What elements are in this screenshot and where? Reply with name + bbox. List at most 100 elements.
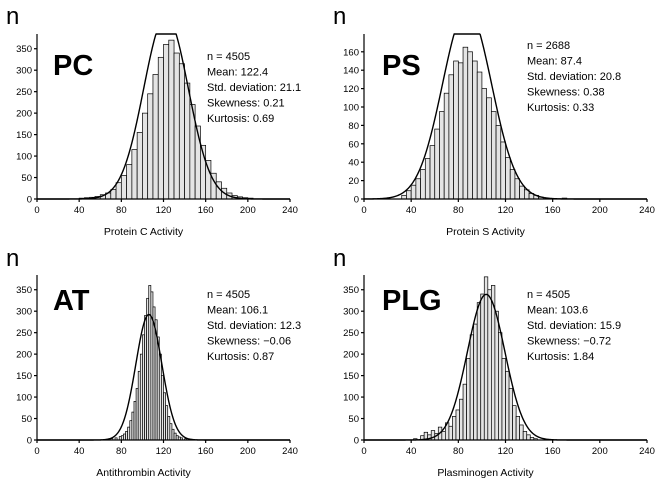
panel-label: PC bbox=[53, 50, 93, 82]
x-tick-label: 40 bbox=[406, 205, 417, 216]
x-tick-label: 120 bbox=[156, 446, 172, 457]
x-tick-label: 160 bbox=[545, 205, 561, 216]
histogram-bar bbox=[455, 409, 460, 441]
panel-label: AT bbox=[53, 285, 90, 317]
y-tick-label: 200 bbox=[16, 109, 32, 120]
histogram-bar bbox=[120, 175, 127, 200]
stat-line: Skewness: −0.72 bbox=[527, 336, 611, 348]
x-tick-label: 40 bbox=[406, 446, 417, 457]
x-tick-label: 0 bbox=[361, 446, 366, 457]
stat-line: Mean: 106.1 bbox=[207, 305, 268, 317]
histogram-bar bbox=[469, 334, 475, 441]
histogram-bar bbox=[448, 74, 454, 200]
y-axis-label: n bbox=[333, 245, 346, 272]
histogram-bar bbox=[526, 434, 531, 441]
x-tick-label: 120 bbox=[156, 205, 172, 216]
histogram-bar bbox=[483, 276, 489, 441]
y-tick-label: 250 bbox=[16, 87, 32, 98]
x-tick-label: 0 bbox=[34, 446, 39, 457]
y-axis-label: n bbox=[6, 245, 19, 272]
y-tick-label: 0 bbox=[27, 195, 32, 206]
y-axis-label: n bbox=[333, 3, 346, 30]
stat-line: Mean: 87.4 bbox=[527, 56, 582, 68]
stat-line: Mean: 122.4 bbox=[207, 67, 268, 79]
x-tick-label: 80 bbox=[453, 446, 464, 457]
histogram-bar bbox=[462, 383, 467, 441]
histogram-bar bbox=[178, 63, 185, 200]
x-tick-label: 160 bbox=[545, 446, 561, 457]
stat-line: Skewness: 0.38 bbox=[527, 87, 605, 99]
y-tick-label: 300 bbox=[16, 66, 32, 77]
x-tick-label: 160 bbox=[198, 205, 214, 216]
stat-line: Kurtosis: 0.87 bbox=[207, 351, 274, 363]
x-tick-label: 200 bbox=[592, 205, 608, 216]
histogram-bar bbox=[147, 93, 154, 200]
y-tick-label: 350 bbox=[16, 44, 32, 55]
histogram-bar bbox=[439, 111, 445, 200]
x-tick-label: 40 bbox=[74, 446, 85, 457]
stat-line: Kurtosis: 1.84 bbox=[527, 351, 594, 363]
histogram-bar bbox=[473, 323, 478, 441]
histogram-bar bbox=[480, 293, 485, 441]
stat-line: n = 4505 bbox=[527, 289, 570, 301]
x-tick-label: 120 bbox=[498, 205, 514, 216]
x-tick-label: 200 bbox=[240, 446, 256, 457]
stat-line: Kurtosis: 0.69 bbox=[207, 113, 274, 125]
x-tick-label: 80 bbox=[453, 205, 464, 216]
histogram-bar bbox=[457, 62, 464, 200]
stat-line: Std. deviation: 12.3 bbox=[207, 320, 301, 332]
x-tick-label: 0 bbox=[361, 205, 366, 216]
histogram-bar bbox=[462, 46, 469, 200]
histogram-bar bbox=[495, 125, 502, 200]
histogram-bar bbox=[505, 157, 511, 200]
histogram-bar bbox=[512, 405, 517, 441]
panel-protein-s: 0 20 40 60 80 100 120 140 160 0 40 80 120 160 200 240 Pr… bbox=[333, 3, 655, 238]
histogram-bar bbox=[519, 424, 524, 441]
y-tick-label: 100 bbox=[16, 152, 32, 163]
histogram-bar bbox=[476, 302, 482, 441]
y-tick-label: 20 bbox=[348, 176, 359, 187]
histogram-bar bbox=[173, 52, 180, 200]
x-tick-label: 160 bbox=[198, 446, 214, 457]
histogram-bar bbox=[163, 44, 170, 200]
y-tick-label: 250 bbox=[343, 328, 359, 339]
x-tick-label: 200 bbox=[592, 446, 608, 457]
histogram-bar bbox=[424, 158, 431, 200]
histogram-bar bbox=[136, 132, 143, 200]
x-tick-label: 120 bbox=[498, 446, 514, 457]
histogram-bar bbox=[452, 416, 457, 441]
y-tick-label: 200 bbox=[16, 350, 32, 361]
panel-protein-c: 0 50 100 150 200 250 300 350 0 40 80 120 160 200 240 Pr… bbox=[6, 3, 301, 238]
histogram-bar bbox=[184, 82, 191, 200]
histogram-bar bbox=[429, 145, 436, 200]
histogram-bar bbox=[453, 60, 459, 200]
stat-line: n = 4505 bbox=[207, 51, 250, 63]
histogram-bar bbox=[500, 141, 506, 200]
y-tick-label: 50 bbox=[348, 414, 359, 425]
y-tick-label: 120 bbox=[343, 84, 359, 95]
x-tick-label: 80 bbox=[116, 446, 127, 457]
stat-line: Kurtosis: 0.33 bbox=[527, 102, 594, 114]
stat-line: Mean: 103.6 bbox=[527, 305, 588, 317]
histogram-bar bbox=[514, 178, 521, 200]
stat-line: Std. deviation: 20.8 bbox=[527, 71, 621, 83]
panel-plasminogen: 0 50 100 150 200 250 300 350 0 40 80 120 160 200 240 Pl… bbox=[333, 245, 655, 479]
histogram-bar bbox=[508, 388, 513, 441]
histogram-bar bbox=[415, 178, 421, 200]
y-tick-label: 300 bbox=[343, 307, 359, 318]
histogram-bar bbox=[487, 289, 492, 441]
histogram-bar bbox=[509, 169, 516, 200]
histogram-bar bbox=[448, 425, 453, 441]
histogram-bar bbox=[410, 184, 417, 200]
x-tick-label: 240 bbox=[282, 205, 298, 216]
histogram-bar bbox=[522, 431, 528, 441]
histogram-bar bbox=[131, 149, 138, 200]
stat-line: Std. deviation: 15.9 bbox=[527, 320, 621, 332]
stat-line: n = 4505 bbox=[207, 289, 250, 301]
y-tick-label: 200 bbox=[343, 350, 359, 361]
y-tick-label: 40 bbox=[348, 158, 359, 169]
histogram-bar bbox=[115, 182, 122, 200]
panel-label: PLG bbox=[382, 285, 442, 317]
x-tick-label: 240 bbox=[639, 205, 655, 216]
